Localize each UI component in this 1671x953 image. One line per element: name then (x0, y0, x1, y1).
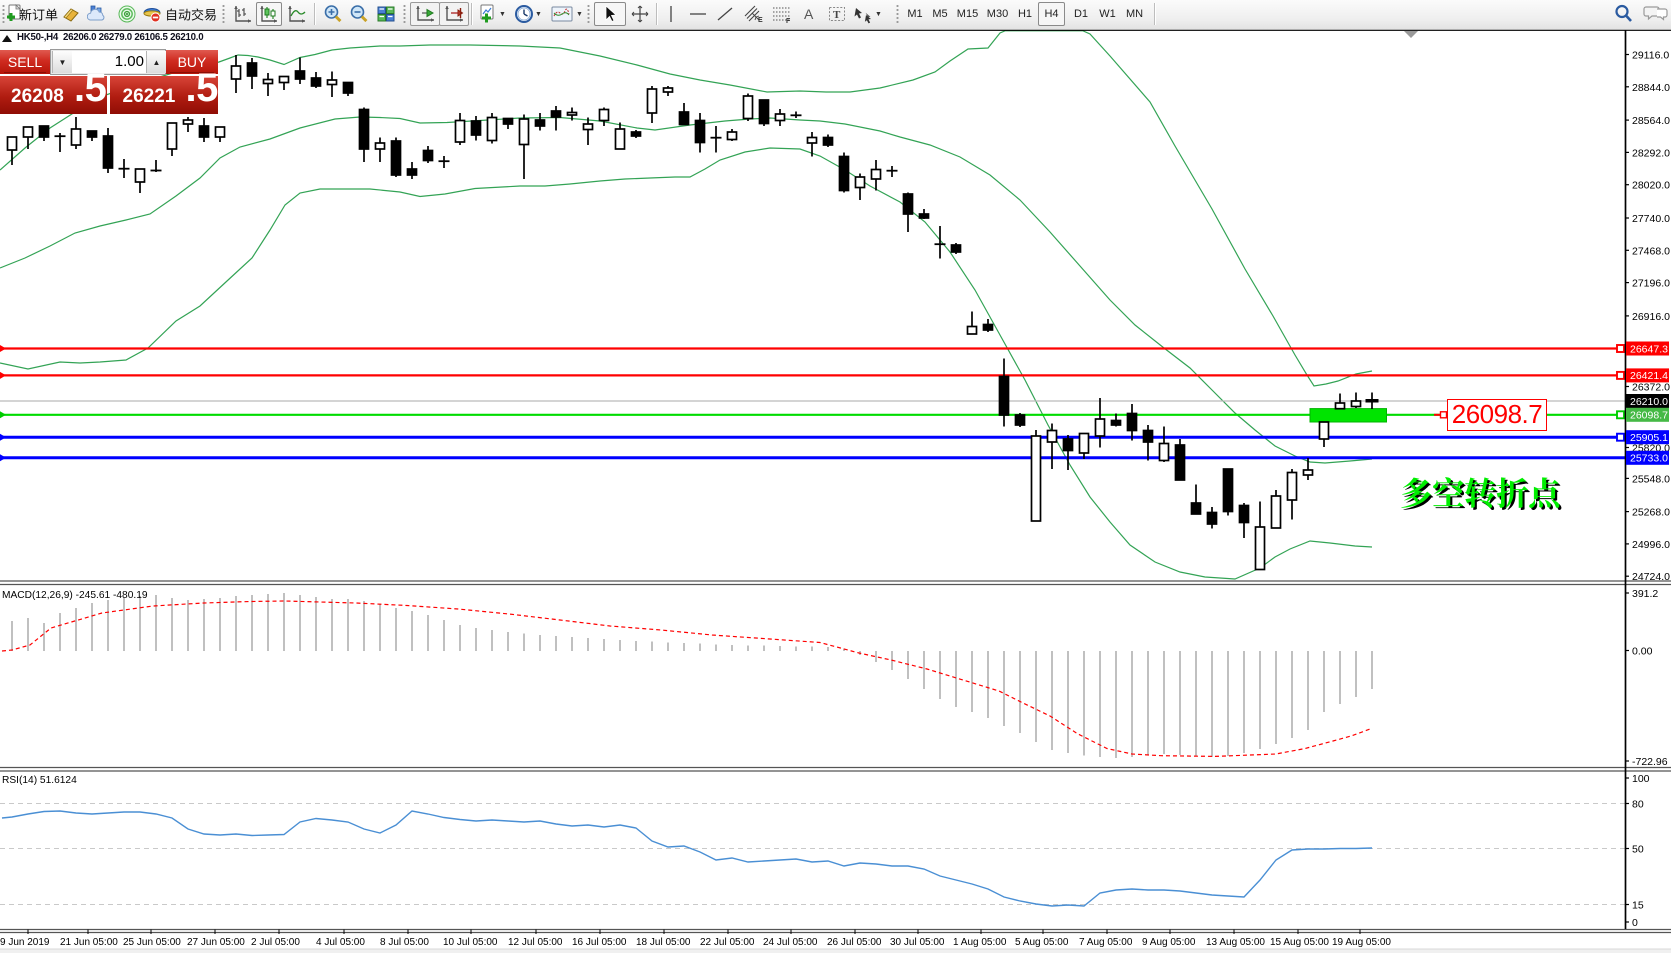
svg-text:12 Jul 05:00: 12 Jul 05:00 (508, 937, 563, 948)
svg-text:50: 50 (1632, 844, 1644, 856)
svg-text:100: 100 (1632, 773, 1650, 785)
svg-text:10 Jul 05:00: 10 Jul 05:00 (443, 937, 498, 948)
svg-text:28292.0: 28292.0 (1632, 147, 1670, 159)
svg-text:27468.0: 27468.0 (1632, 245, 1670, 257)
svg-text:1 Aug 05:00: 1 Aug 05:00 (953, 937, 1007, 948)
svg-text:24996.0: 24996.0 (1632, 539, 1670, 551)
svg-text:25733.0: 25733.0 (1630, 453, 1668, 465)
svg-text:9 Aug 05:00: 9 Aug 05:00 (1142, 937, 1196, 948)
svg-text:A: A (804, 6, 814, 22)
svg-text:24 Jul 05:00: 24 Jul 05:00 (763, 937, 818, 948)
svg-text:26916.0: 26916.0 (1632, 311, 1670, 323)
svg-text:26372.0: 26372.0 (1632, 382, 1670, 394)
svg-text:13 Aug 05:00: 13 Aug 05:00 (1206, 937, 1265, 948)
svg-text:4 Jul 05:00: 4 Jul 05:00 (316, 937, 365, 948)
svg-text:26210.0: 26210.0 (1630, 396, 1668, 408)
svg-text:0: 0 (1632, 917, 1638, 929)
svg-text:25548.0: 25548.0 (1632, 473, 1670, 485)
svg-text:25268.0: 25268.0 (1632, 507, 1670, 519)
svg-text:25905.1: 25905.1 (1630, 432, 1668, 444)
svg-text:18 Jul 05:00: 18 Jul 05:00 (636, 937, 691, 948)
svg-text:26 Jul 05:00: 26 Jul 05:00 (827, 937, 882, 948)
svg-text:F: F (786, 18, 791, 24)
svg-text:29116.0: 29116.0 (1632, 50, 1669, 62)
svg-text:-722.96: -722.96 (1632, 756, 1668, 768)
svg-text:28020.0: 28020.0 (1632, 180, 1670, 192)
svg-text:28844.0: 28844.0 (1632, 82, 1670, 94)
svg-text:25 Jun 05:00: 25 Jun 05:00 (123, 937, 181, 948)
svg-text:26647.3: 26647.3 (1630, 343, 1668, 355)
svg-text:8 Jul 05:00: 8 Jul 05:00 (380, 937, 429, 948)
svg-text:27740.0: 27740.0 (1632, 213, 1670, 225)
svg-text:19 Aug 05:00: 19 Aug 05:00 (1332, 937, 1391, 948)
svg-text:80: 80 (1632, 799, 1644, 811)
svg-text:27 Jun 05:00: 27 Jun 05:00 (187, 937, 245, 948)
svg-text:2 Jul 05:00: 2 Jul 05:00 (251, 937, 300, 948)
svg-text:16 Jul 05:00: 16 Jul 05:00 (572, 937, 627, 948)
svg-text:28564.0: 28564.0 (1632, 115, 1670, 127)
svg-text:21 Jun 05:00: 21 Jun 05:00 (60, 937, 118, 948)
svg-text:27196.0: 27196.0 (1632, 278, 1670, 290)
svg-text:5 Aug 05:00: 5 Aug 05:00 (1015, 937, 1069, 948)
svg-text:22 Jul 05:00: 22 Jul 05:00 (700, 937, 755, 948)
svg-text:30 Jul 05:00: 30 Jul 05:00 (890, 937, 945, 948)
svg-text:9 Jun 2019: 9 Jun 2019 (0, 937, 50, 948)
svg-text:391.2: 391.2 (1632, 588, 1658, 600)
svg-text:26098.7: 26098.7 (1630, 410, 1668, 422)
svg-text:24724.0: 24724.0 (1632, 571, 1670, 583)
svg-text:E: E (758, 17, 763, 24)
svg-text:26421.4: 26421.4 (1630, 370, 1668, 382)
svg-text:7 Aug 05:00: 7 Aug 05:00 (1079, 937, 1133, 948)
svg-text:15 Aug 05:00: 15 Aug 05:00 (1270, 937, 1329, 948)
svg-text:15: 15 (1632, 900, 1644, 912)
svg-text:MACD(12,26,9) -245.61 -480.19: MACD(12,26,9) -245.61 -480.19 (2, 590, 148, 601)
svg-text:0.00: 0.00 (1632, 646, 1653, 658)
svg-text:RSI(14) 51.6124: RSI(14) 51.6124 (2, 775, 77, 786)
svg-text:T: T (833, 9, 841, 21)
